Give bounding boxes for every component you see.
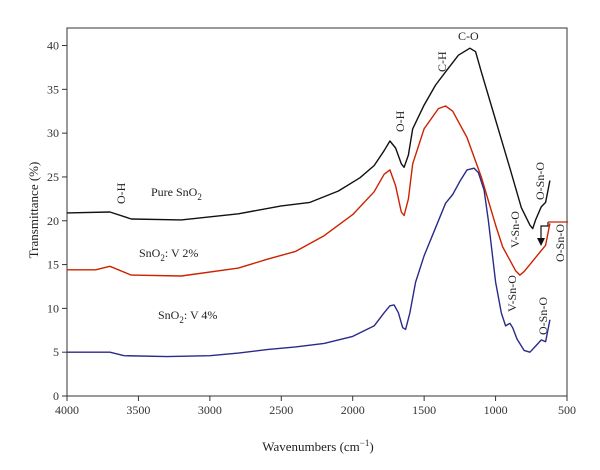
arrow-marker — [537, 221, 568, 246]
annotation-oh-mid: O-H — [393, 110, 407, 132]
x-axis-title-sup: −1 — [360, 438, 370, 448]
annotation-vsno-blue: V-Sn-O — [505, 275, 519, 312]
label-sno2-v4: SnO2: V 4% — [158, 308, 217, 325]
annotation-co: C-O — [458, 29, 479, 43]
y-tick-label: 40 — [47, 39, 59, 53]
label-sno2-v4-sub: 2 — [179, 315, 184, 325]
series-lines — [66, 47, 551, 358]
label-sno2-v2-sub: 2 — [160, 253, 165, 263]
annotation-vsno-red: V-Sn-O — [508, 211, 522, 248]
label-sno2-v2: SnO2: V 2% — [139, 246, 198, 263]
plot-frame — [66, 27, 568, 397]
x-tick-label: 3000 — [198, 403, 222, 417]
annotation-osno-red: O-Sn-O — [553, 224, 567, 262]
annotations: O-H O-H C-H C-O O-Sn-O O-Sn-O V-Sn-O V-S… — [114, 29, 568, 335]
ticks: 4000 3500 3000 2500 2000 1500 1000 500 0 5 10 15 20 2… — [47, 39, 576, 417]
annotation-osno-black: O-Sn-O — [533, 162, 547, 200]
annotation-osno-blue: O-Sn-O — [536, 297, 550, 335]
series-line-0 — [66, 47, 551, 230]
x-tick-label: 1500 — [412, 403, 436, 417]
x-tick-label: 2500 — [269, 403, 293, 417]
label-pure-sno2-sub: 2 — [197, 192, 202, 202]
axes — [66, 27, 568, 397]
x-axis-title: Wavenumbers (cm−1) — [262, 438, 373, 454]
y-tick-label: 30 — [47, 126, 59, 140]
y-tick-label: 5 — [53, 345, 59, 359]
y-tick-label: 10 — [47, 301, 59, 315]
y-tick-label: 35 — [47, 82, 59, 96]
x-tick-label: 4000 — [55, 403, 79, 417]
x-tick-label: 2000 — [341, 403, 365, 417]
x-axis-title-close: ) — [369, 439, 373, 454]
annotation-ch: C-H — [435, 51, 449, 72]
y-tick-label: 20 — [47, 214, 59, 228]
label-sno2-v4-rest: : V 4% — [184, 308, 218, 322]
label-sno2-v2-text: SnO — [139, 246, 161, 260]
annotation-oh-left: O-H — [114, 182, 128, 204]
y-tick-label: 25 — [47, 170, 59, 184]
x-axis-title-main: Wavenumbers (cm — [262, 439, 360, 454]
label-pure-sno2-text: Pure SnO — [151, 185, 198, 199]
y-tick-label: 15 — [47, 258, 59, 272]
label-sno2-v4-text: SnO — [158, 308, 180, 322]
y-tick-label: 0 — [53, 389, 59, 403]
x-tick-label: 1000 — [484, 403, 508, 417]
x-tick-label: 500 — [558, 403, 576, 417]
y-axis-title: Transmittance (%) — [26, 162, 41, 259]
x-tick-label: 3500 — [126, 403, 150, 417]
label-sno2-v2-rest: : V 2% — [165, 246, 199, 260]
label-pure-sno2: Pure SnO2 — [151, 185, 202, 202]
series-line-1 — [67, 105, 551, 277]
series-line-2 — [67, 167, 551, 358]
